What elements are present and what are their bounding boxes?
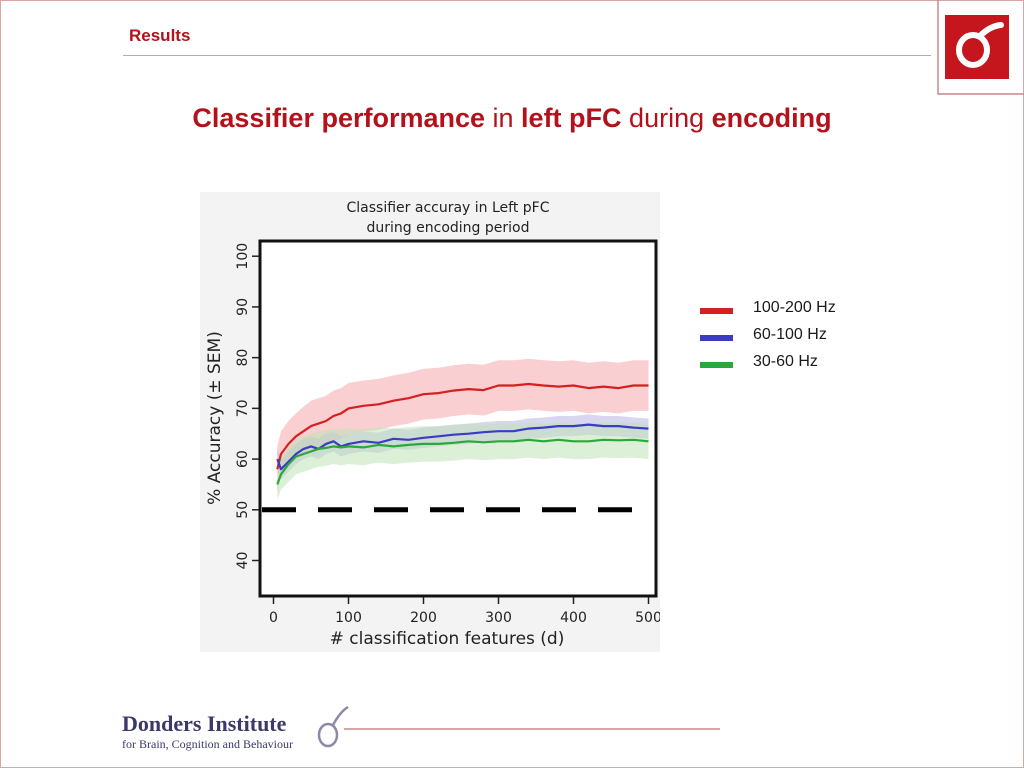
header-divider	[123, 55, 931, 56]
institute-name: Donders Institute	[122, 711, 287, 736]
y-tick-label: 90	[235, 298, 251, 316]
chart-title-line-1: Classifier accuray in Left pFC	[347, 200, 550, 216]
title-part-4: during	[621, 103, 712, 133]
accuracy-chart: Classifier accuray in Left pFC during en…	[200, 192, 662, 657]
section-title: Results	[129, 26, 191, 45]
legend-label: 100-200 Hz	[753, 299, 836, 316]
series-lines	[276, 382, 649, 485]
y-tick-label: 100	[235, 243, 251, 270]
x-tick-label: 300	[485, 610, 512, 626]
y-axis: 40 50 60 70 80 90 100	[235, 243, 259, 570]
x-tick-label: 200	[410, 610, 437, 626]
y-tick-label: 70	[235, 399, 251, 417]
plot-frame	[258, 239, 658, 598]
y-tick-label: 80	[235, 349, 251, 367]
chart-title-line-2: during encoding period	[367, 220, 530, 236]
x-axis-label: # classification features (d)	[330, 629, 565, 649]
slide-title: Classifier performance in left pFC durin…	[0, 103, 1024, 134]
y-tick-label: 50	[235, 501, 251, 519]
title-part-2: in	[485, 103, 522, 133]
legend-swatch	[700, 362, 733, 368]
x-tick-label: 400	[560, 610, 587, 626]
legend-swatch	[700, 335, 733, 341]
y-tick-label: 60	[235, 450, 251, 468]
footer-logo-mark	[317, 706, 720, 748]
sem-band	[277, 358, 649, 492]
footer-branding: Donders Institute for Brain, Cognition a…	[120, 706, 720, 756]
x-tick-label: 500	[635, 610, 660, 626]
y-tick-label: 40	[235, 552, 251, 570]
x-tick-label: 0	[269, 610, 278, 626]
institute-subtitle: for Brain, Cognition and Behaviour	[122, 737, 293, 751]
title-part-5: encoding	[711, 103, 832, 133]
x-axis: 0 100 200 300 400 500	[269, 597, 662, 626]
series-line	[276, 382, 649, 470]
legend-swatch	[700, 308, 733, 314]
legend-label: 30-60 Hz	[753, 353, 818, 370]
series-line	[276, 423, 649, 471]
donders-logo	[930, 0, 1024, 96]
legend-label: 60-100 Hz	[753, 326, 827, 343]
title-part-1: Classifier performance	[192, 103, 486, 133]
x-tick-label: 100	[335, 610, 362, 626]
title-part-3: left pFC	[521, 103, 622, 133]
y-axis-label: % Accuracy (± SEM)	[205, 331, 225, 505]
series-line	[276, 438, 649, 485]
